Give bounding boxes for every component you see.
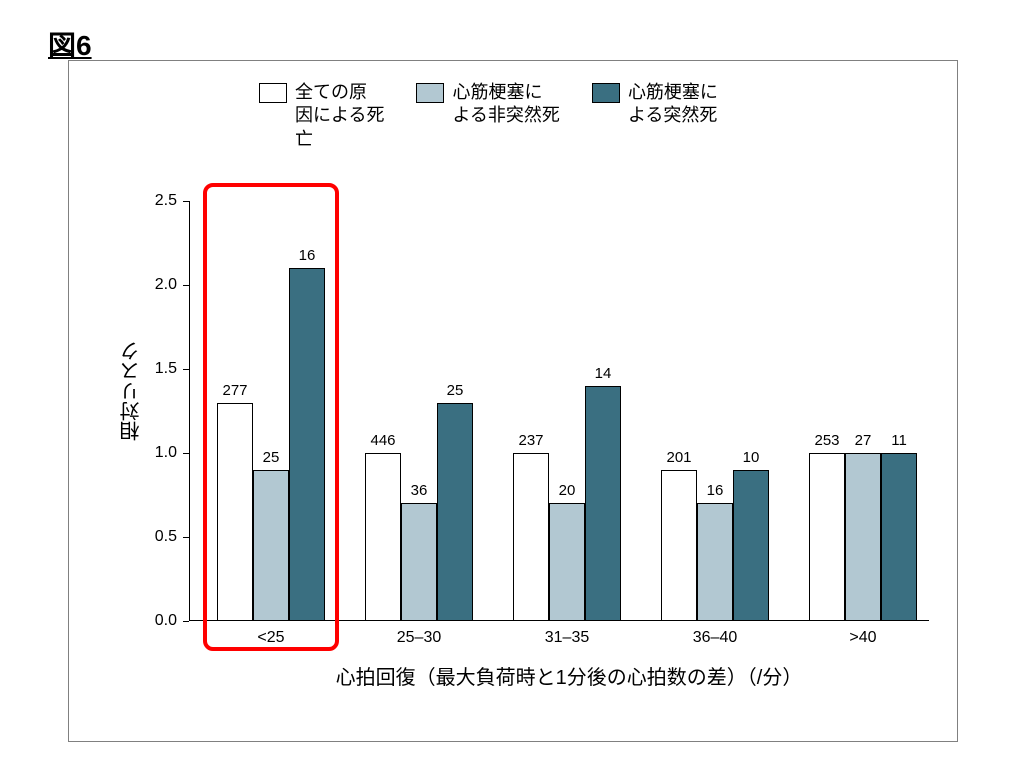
x-tick-label: 25–30: [397, 629, 442, 647]
bar-value-label: 14: [595, 365, 612, 382]
legend-swatch: [259, 83, 287, 103]
legend-swatch: [592, 83, 620, 103]
bar-value-label: 16: [707, 482, 724, 499]
bar: [513, 453, 549, 621]
bar-value-label: 10: [743, 449, 760, 466]
bar-value-label: 27: [855, 432, 872, 449]
bar: [437, 403, 473, 621]
x-tick-label: >40: [849, 629, 876, 647]
bar-value-label: 277: [222, 382, 247, 399]
legend-label: 心筋梗塞に よる突然死: [628, 81, 718, 128]
x-tick-label: 31–35: [545, 629, 590, 647]
x-axis-title: 心拍回復（最大負荷時と1分後の心拍数の差）（/分）: [249, 661, 889, 690]
bar-value-label: 237: [518, 432, 543, 449]
bar-value-label: 36: [411, 482, 428, 499]
bar: [845, 453, 881, 621]
bar-value-label: 25: [263, 449, 280, 466]
bar: [289, 268, 325, 621]
bar-value-label: 201: [666, 449, 691, 466]
y-tick-label: 0.0: [155, 612, 177, 630]
legend-item: 心筋梗塞に よる突然死: [592, 81, 718, 128]
bar: [881, 453, 917, 621]
chart-frame: 全ての原 因による死 亡 心筋梗塞に よる非突然死 心筋梗塞に よる突然死 相対リス…: [68, 60, 958, 742]
bar: [661, 470, 697, 621]
bar: [217, 403, 253, 621]
legend-swatch: [416, 83, 444, 103]
bar: [253, 470, 289, 621]
bar-value-label: 20: [559, 482, 576, 499]
legend-item: 全ての原 因による死 亡: [259, 81, 384, 151]
y-tick-label: 0.5: [155, 528, 177, 546]
figure-label: 図6: [48, 24, 92, 64]
y-tick-label: 2.5: [155, 192, 177, 210]
y-tick: [183, 369, 189, 370]
x-tick-label: 36–40: [693, 629, 738, 647]
y-tick-label: 1.5: [155, 360, 177, 378]
bar-value-label: 446: [370, 432, 395, 449]
bar-value-label: 11: [891, 432, 907, 449]
bar-value-label: 25: [447, 382, 464, 399]
legend-label: 全ての原 因による死 亡: [295, 81, 384, 151]
y-tick: [183, 285, 189, 286]
y-tick: [183, 537, 189, 538]
bar-value-label: 253: [814, 432, 839, 449]
bar-value-label: 16: [299, 247, 316, 264]
plot-area: 0.00.51.01.52.02.5<25277251625–304463625…: [189, 201, 929, 621]
legend-label: 心筋梗塞に よる非突然死: [452, 81, 559, 128]
x-tick-label: <25: [257, 629, 284, 647]
y-tick-label: 1.0: [155, 444, 177, 462]
legend-item: 心筋梗塞に よる非突然死: [416, 81, 559, 128]
y-tick-label: 2.0: [155, 276, 177, 294]
bar: [401, 503, 437, 621]
bar: [549, 503, 585, 621]
bar: [733, 470, 769, 621]
bar: [809, 453, 845, 621]
y-tick: [183, 453, 189, 454]
y-tick: [183, 621, 189, 622]
y-tick: [183, 201, 189, 202]
y-axis-line: [189, 201, 190, 621]
y-axis-title: 相対リスク: [117, 341, 146, 441]
bar: [585, 386, 621, 621]
chart-legend: 全ての原 因による死 亡 心筋梗塞に よる非突然死 心筋梗塞に よる突然死: [259, 81, 718, 151]
bar: [697, 503, 733, 621]
bar: [365, 453, 401, 621]
